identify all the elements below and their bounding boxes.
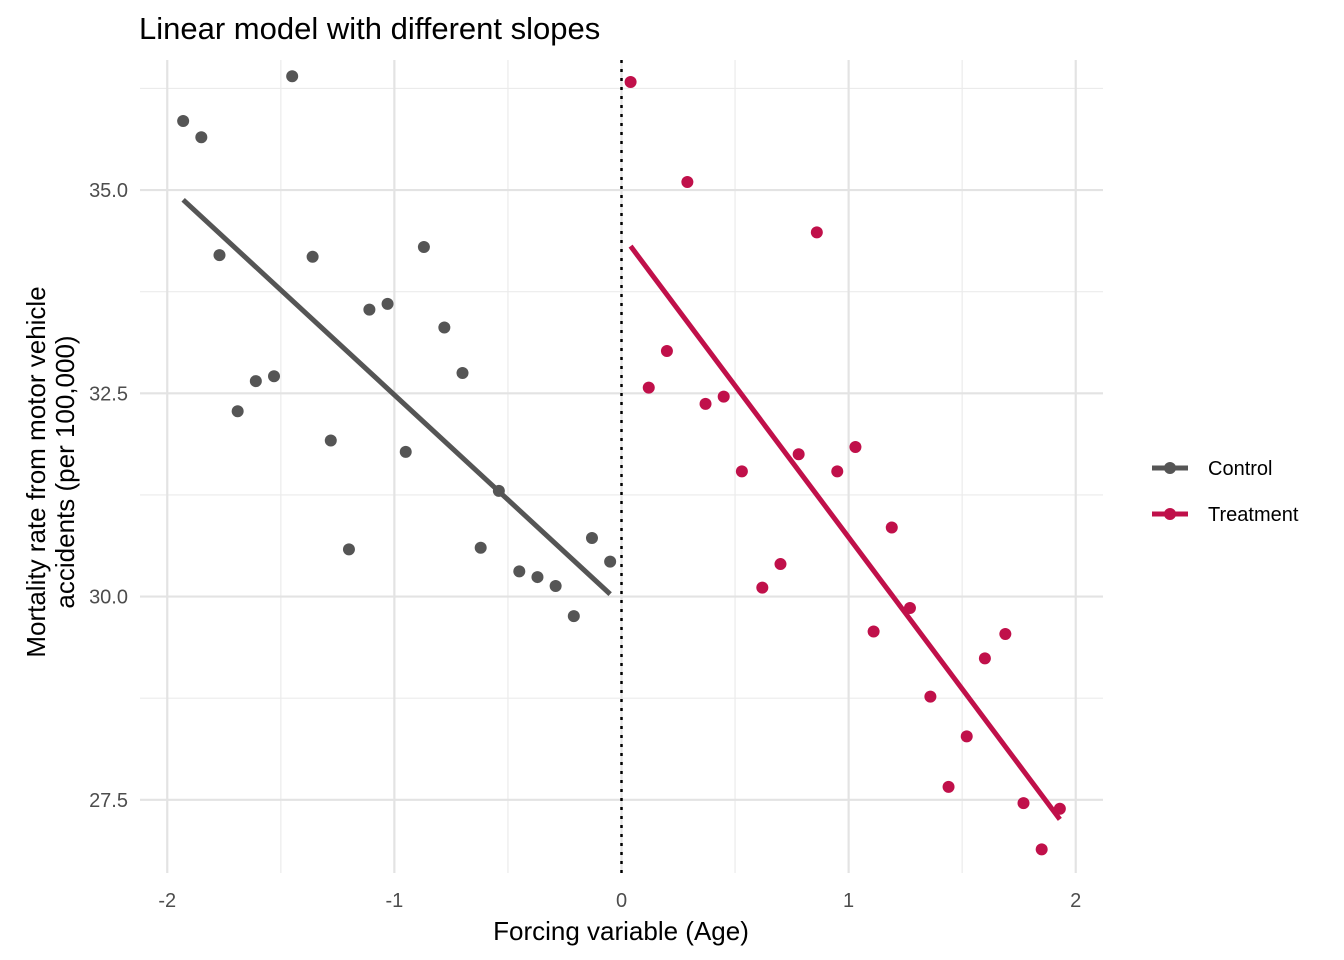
- control-point: [213, 249, 226, 262]
- treatment-point: [642, 381, 655, 394]
- x-tick-label: 1: [843, 890, 854, 912]
- treatment-point: [867, 625, 880, 638]
- treatment-point: [699, 397, 712, 410]
- treatment-point: [792, 448, 805, 461]
- x-tick-label: 2: [1070, 890, 1081, 912]
- data-points: [177, 70, 1066, 856]
- control-point: [231, 405, 244, 418]
- control-point: [381, 297, 394, 310]
- x-tick-labels: -2 -1 0 1 2: [158, 890, 1081, 912]
- treatment-point: [774, 558, 787, 571]
- treatment-point: [942, 780, 955, 793]
- treatment-point: [1053, 802, 1066, 815]
- control-point: [342, 543, 355, 556]
- control-point: [306, 250, 319, 263]
- control-point: [456, 367, 469, 380]
- x-tick-label: -2: [158, 890, 176, 912]
- treatment-point: [735, 465, 748, 478]
- control-point: [268, 370, 281, 383]
- control-point: [249, 375, 262, 388]
- legend-label: Control: [1208, 458, 1272, 480]
- legend: Control Treatment: [1152, 458, 1299, 526]
- control-point: [363, 303, 376, 316]
- control-point: [492, 484, 505, 497]
- control-point: [549, 580, 562, 593]
- control-point: [531, 571, 544, 584]
- control-point: [438, 321, 451, 334]
- control-point: [286, 70, 299, 83]
- treatment-point: [885, 521, 898, 534]
- control-point: [195, 131, 208, 144]
- chart-title: Linear model with different slopes: [139, 11, 600, 46]
- treatment-point: [624, 75, 637, 88]
- treatment-point: [903, 601, 916, 614]
- y-axis-title-line-2: accidents (per 100,000): [50, 335, 80, 608]
- y-axis-title: Mortality rate from motor vehicle accide…: [21, 286, 80, 657]
- y-tick-labels: 27.5 30.0 32.5 35.0: [89, 180, 128, 812]
- control-fit-line: [181, 197, 612, 596]
- treatment-point: [999, 627, 1012, 640]
- y-tick-label: 32.5: [89, 383, 128, 405]
- legend-item-treatment: Treatment: [1152, 504, 1299, 526]
- treatment-point: [810, 226, 823, 239]
- treatment-point: [660, 345, 673, 358]
- legend-key-point: [1164, 508, 1176, 520]
- treatment-point: [681, 175, 694, 188]
- x-tick-label: -1: [385, 890, 403, 912]
- control-point: [324, 434, 337, 447]
- control-point: [513, 565, 526, 578]
- treatment-point: [1035, 843, 1048, 856]
- y-axis-title-line-1: Mortality rate from motor vehicle: [21, 286, 51, 657]
- control-point: [417, 240, 430, 253]
- control-point: [177, 114, 190, 127]
- treatment-point: [849, 440, 862, 453]
- legend-label: Treatment: [1208, 504, 1299, 526]
- treatment-point: [831, 465, 844, 478]
- treatment-point: [1017, 797, 1030, 810]
- treatment-point: [924, 690, 937, 703]
- x-tick-label: 0: [616, 890, 627, 912]
- treatment-point: [717, 390, 730, 403]
- control-point: [399, 445, 412, 458]
- treatment-point: [978, 652, 991, 665]
- control-point: [604, 555, 617, 568]
- legend-item-control: Control: [1152, 458, 1272, 480]
- fit-lines: [181, 197, 1062, 821]
- y-tick-label: 30.0: [89, 587, 128, 609]
- legend-key-point: [1164, 462, 1176, 474]
- treatment-point: [960, 730, 973, 743]
- x-axis-title: Forcing variable (Age): [493, 916, 749, 946]
- control-point: [567, 610, 580, 623]
- treatment-point: [756, 581, 769, 594]
- treatment-fit-line: [628, 244, 1062, 821]
- control-point: [585, 532, 598, 545]
- y-tick-label: 27.5: [89, 790, 128, 812]
- control-point: [474, 541, 487, 554]
- y-tick-label: 35.0: [89, 180, 128, 202]
